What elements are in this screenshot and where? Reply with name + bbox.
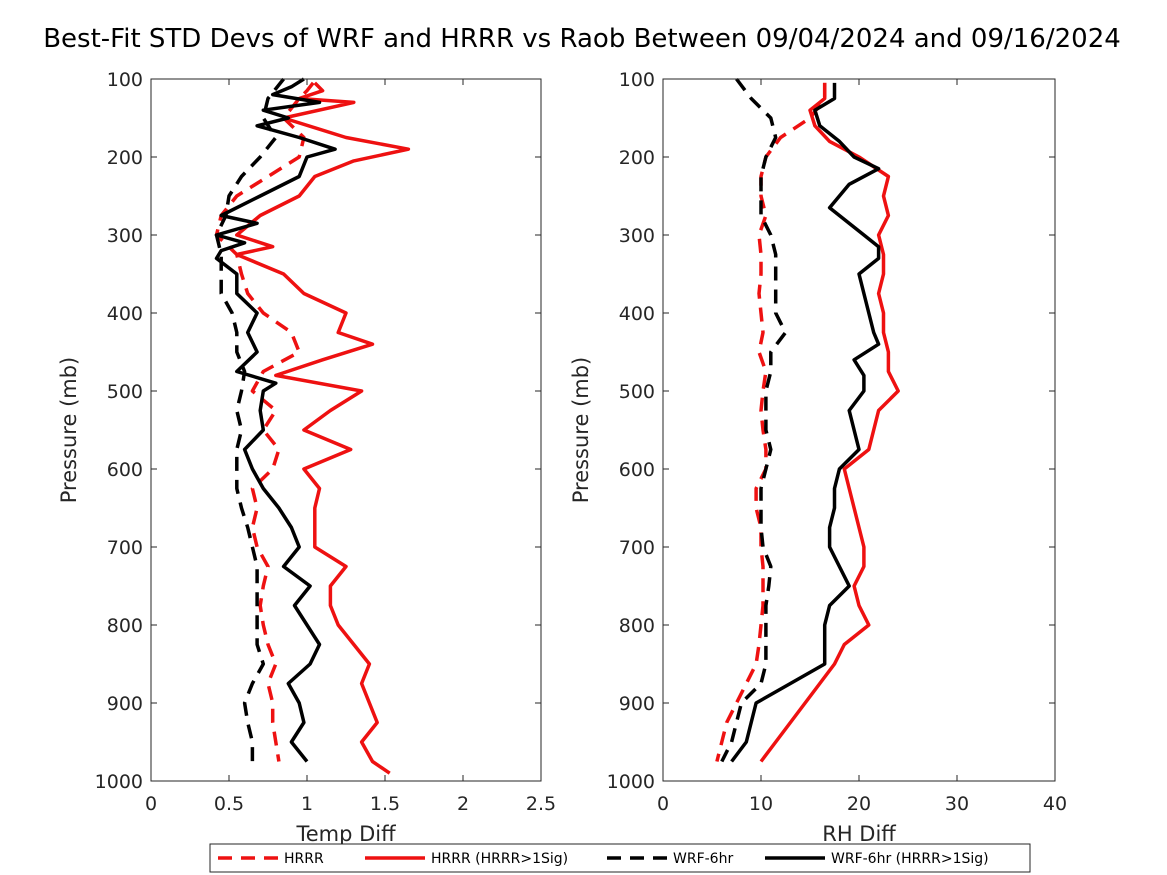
y-tick-label: 300 xyxy=(619,225,655,247)
x-tick-label: 20 xyxy=(847,793,871,815)
chart-title: Best-Fit STD Devs of WRF and HRRR vs Rao… xyxy=(43,24,1121,54)
y-tick-label: 700 xyxy=(619,537,655,559)
legend-label: WRF-6hr xyxy=(673,851,733,867)
y-tick-label: 900 xyxy=(619,693,655,715)
y-tick-label: 100 xyxy=(619,69,655,91)
y-tick-label: 100 xyxy=(107,69,143,91)
y-tick-label: 500 xyxy=(619,381,655,403)
y-axis-label: Pressure (mb) xyxy=(569,357,593,504)
plot-frame xyxy=(662,78,1056,782)
y-tick-label: 800 xyxy=(619,615,655,637)
series-line-hrrr xyxy=(214,81,315,762)
x-tick-label: 1 xyxy=(301,793,313,815)
y-axis-label: Pressure (mb) xyxy=(57,357,81,504)
series-line-wrf-6hr-hrrr-1sig xyxy=(730,82,881,763)
series-line-wrf-6hr xyxy=(720,77,788,763)
x-axis-label: Temp Diff xyxy=(295,822,396,846)
x-axis-label: RH Diff xyxy=(822,822,896,846)
y-tick-label: 1000 xyxy=(95,771,143,793)
series-line-wrf-6hr xyxy=(214,77,285,762)
x-tick-label: 0 xyxy=(657,793,669,815)
legend-label: HRRR (HRRR>1Sig) xyxy=(431,851,568,867)
legend-label: HRRR xyxy=(284,851,324,867)
x-tick-label: 0.5 xyxy=(214,793,244,815)
plot-area xyxy=(663,79,1055,781)
plot-frame xyxy=(150,78,542,782)
x-tick-label: 2 xyxy=(457,793,469,815)
y-tick-label: 500 xyxy=(107,381,143,403)
y-tick-label: 400 xyxy=(619,303,655,325)
x-tick-label: 30 xyxy=(945,793,969,815)
y-tick-label: 400 xyxy=(107,303,143,325)
series-line-hrrr-hrrr-1sig xyxy=(759,82,900,763)
plot-area xyxy=(151,79,541,781)
y-tick-label: 300 xyxy=(107,225,143,247)
legend-label: WRF-6hr (HRRR>1Sig) xyxy=(831,851,989,867)
y-tick-label: 600 xyxy=(619,459,655,481)
series-line-hrrr xyxy=(715,82,827,762)
y-tick-label: 600 xyxy=(107,459,143,481)
y-tick-label: 200 xyxy=(619,147,655,169)
y-tick-label: 700 xyxy=(107,537,143,559)
y-tick-label: 200 xyxy=(107,147,143,169)
x-tick-label: 0 xyxy=(145,793,157,815)
x-tick-label: 1.5 xyxy=(370,793,400,815)
series-line-hrrr-hrrr-1sig xyxy=(235,81,411,775)
y-tick-label: 800 xyxy=(107,615,143,637)
y-tick-label: 900 xyxy=(107,693,143,715)
x-tick-label: 40 xyxy=(1043,793,1067,815)
x-tick-label: 2.5 xyxy=(526,793,556,815)
series-line-wrf-6hr-hrrr-1sig xyxy=(214,77,337,763)
x-tick-label: 10 xyxy=(749,793,773,815)
legend: HRRR HRRR (HRRR>1Sig) WRF-6hr WRF-6hr (HRRR… xyxy=(209,843,1031,873)
y-tick-label: 1000 xyxy=(607,771,655,793)
